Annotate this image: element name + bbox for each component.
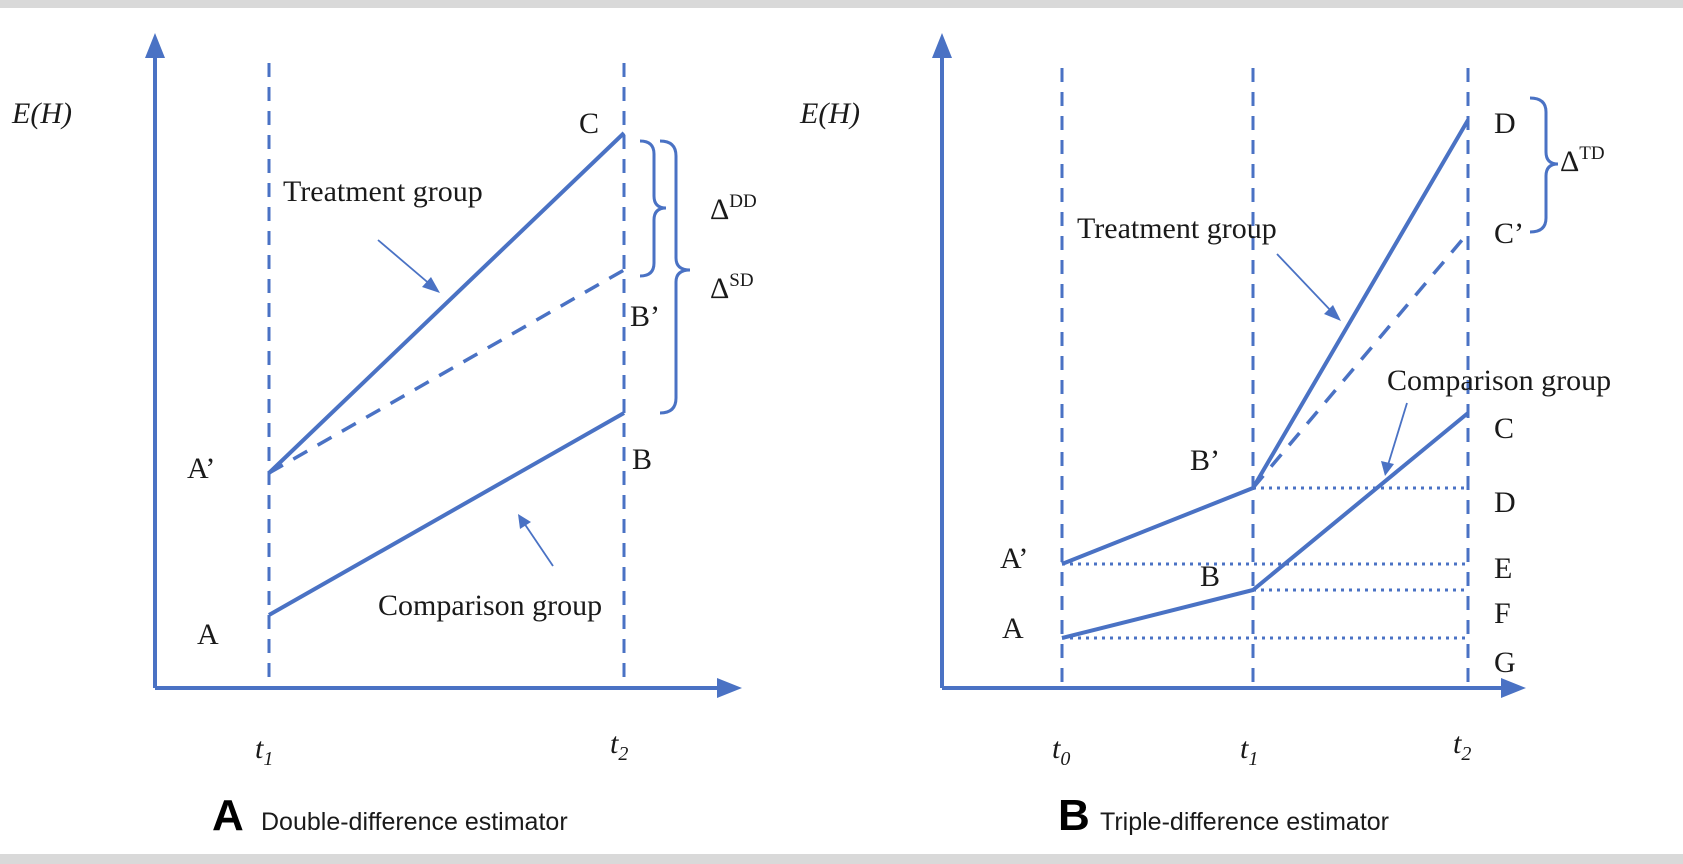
panel-b-point-a-prime: A’ <box>1000 542 1028 575</box>
panel-b-point-f: F <box>1494 597 1511 630</box>
panel-a-comparison-label: Comparison group <box>378 589 602 622</box>
panel-b-counterfactual-line <box>1251 231 1470 490</box>
panel-a-y-arrowhead <box>145 33 165 58</box>
panel-a-brace-dd <box>639 139 667 278</box>
panel-a-treatment-pointer-head <box>422 277 440 293</box>
figure-canvas: E(H) C A’ A B’ B Treatment group Compari… <box>11 33 1611 840</box>
panel-b-y-arrowhead <box>932 33 952 58</box>
panel-b-point-g: G <box>1494 646 1516 679</box>
panel-a-caption-letter: A <box>212 791 244 840</box>
panel-b-delta-td: ΔTD <box>1560 143 1605 178</box>
panel-a-treatment-label: Treatment group <box>283 175 483 208</box>
panel-b-point-c: C <box>1494 412 1514 445</box>
panel-a-point-b: B <box>632 443 652 476</box>
panel-a-point-a: A <box>197 618 219 651</box>
panel-a-tick-t2: t2 <box>610 727 628 765</box>
panel-b-comparison-line <box>1061 411 1470 640</box>
panel-a-comparison-line <box>268 411 625 617</box>
tick-subscript: 1 <box>1248 748 1258 770</box>
tick-subscript: 2 <box>618 743 628 765</box>
panel-b-point-d-mid: D <box>1494 486 1516 519</box>
panel-b-tick-t2: t2 <box>1453 727 1471 765</box>
panel-b-caption-letter: B <box>1058 791 1090 840</box>
panel-b-point-a: A <box>1002 612 1024 645</box>
panel-a-y-label: E(H) <box>11 97 72 130</box>
panel-a-x-arrowhead <box>717 678 742 698</box>
panel-b-point-b-prime: B’ <box>1190 444 1220 477</box>
tick-subscript: 2 <box>1461 743 1471 765</box>
panel-b-point-e: E <box>1494 552 1512 585</box>
panel-b-point-d-top: D <box>1494 107 1516 140</box>
panel-a-comparison-pointer-head <box>518 514 531 529</box>
panel-b-caption-text: Triple-difference estimator <box>1100 808 1389 836</box>
panel-a-point-c: C <box>579 107 599 140</box>
panel-b-y-label: E(H) <box>799 97 860 130</box>
figure-frame: E(H) C A’ A B’ B Treatment group Compari… <box>0 8 1683 854</box>
tick-subscript: 0 <box>1060 748 1070 770</box>
panel-b-comparison-pointer-head <box>1381 461 1394 476</box>
panel-b-tick-t0: t0 <box>1052 732 1070 770</box>
panel-a-delta-dd: ΔDD <box>710 191 757 226</box>
panel-a-counterfactual-line <box>268 268 625 475</box>
panel-a-tick-t1: t1 <box>255 732 273 770</box>
panel-b-x-arrowhead <box>1501 678 1526 698</box>
panel-a-point-b-prime: B’ <box>630 300 660 333</box>
panel-b-treatment-pointer-head <box>1324 305 1341 321</box>
tick-subscript: 1 <box>263 748 273 770</box>
panel-b-point-b: B <box>1200 560 1220 593</box>
panel-a: E(H) C A’ A B’ B Treatment group Compari… <box>11 33 757 840</box>
panel-a-treatment-pointer <box>377 239 433 287</box>
panel-a-point-a-prime: A’ <box>187 452 215 485</box>
panel-b-point-c-prime: C’ <box>1494 217 1524 250</box>
panel-b: E(H) Treatment group Comparison group B’… <box>799 33 1611 840</box>
panel-b-comparison-pointer <box>1387 402 1408 466</box>
panel-b-treatment-pointer <box>1276 253 1334 314</box>
panel-a-delta-sd: ΔSD <box>710 270 754 305</box>
panel-a-brace-sd <box>659 139 691 415</box>
panel-a-caption-text: Double-difference estimator <box>261 808 568 836</box>
panel-a-comparison-pointer <box>523 522 554 567</box>
panel-b-comparison-label: Comparison group <box>1387 364 1611 397</box>
panel-a-treatment-line <box>267 131 626 475</box>
panel-b-brace-td <box>1529 96 1559 234</box>
panel-b-tick-t1: t1 <box>1240 732 1258 770</box>
panel-b-treatment-label: Treatment group <box>1077 212 1277 245</box>
panel-b-treatment-line <box>1061 118 1470 566</box>
